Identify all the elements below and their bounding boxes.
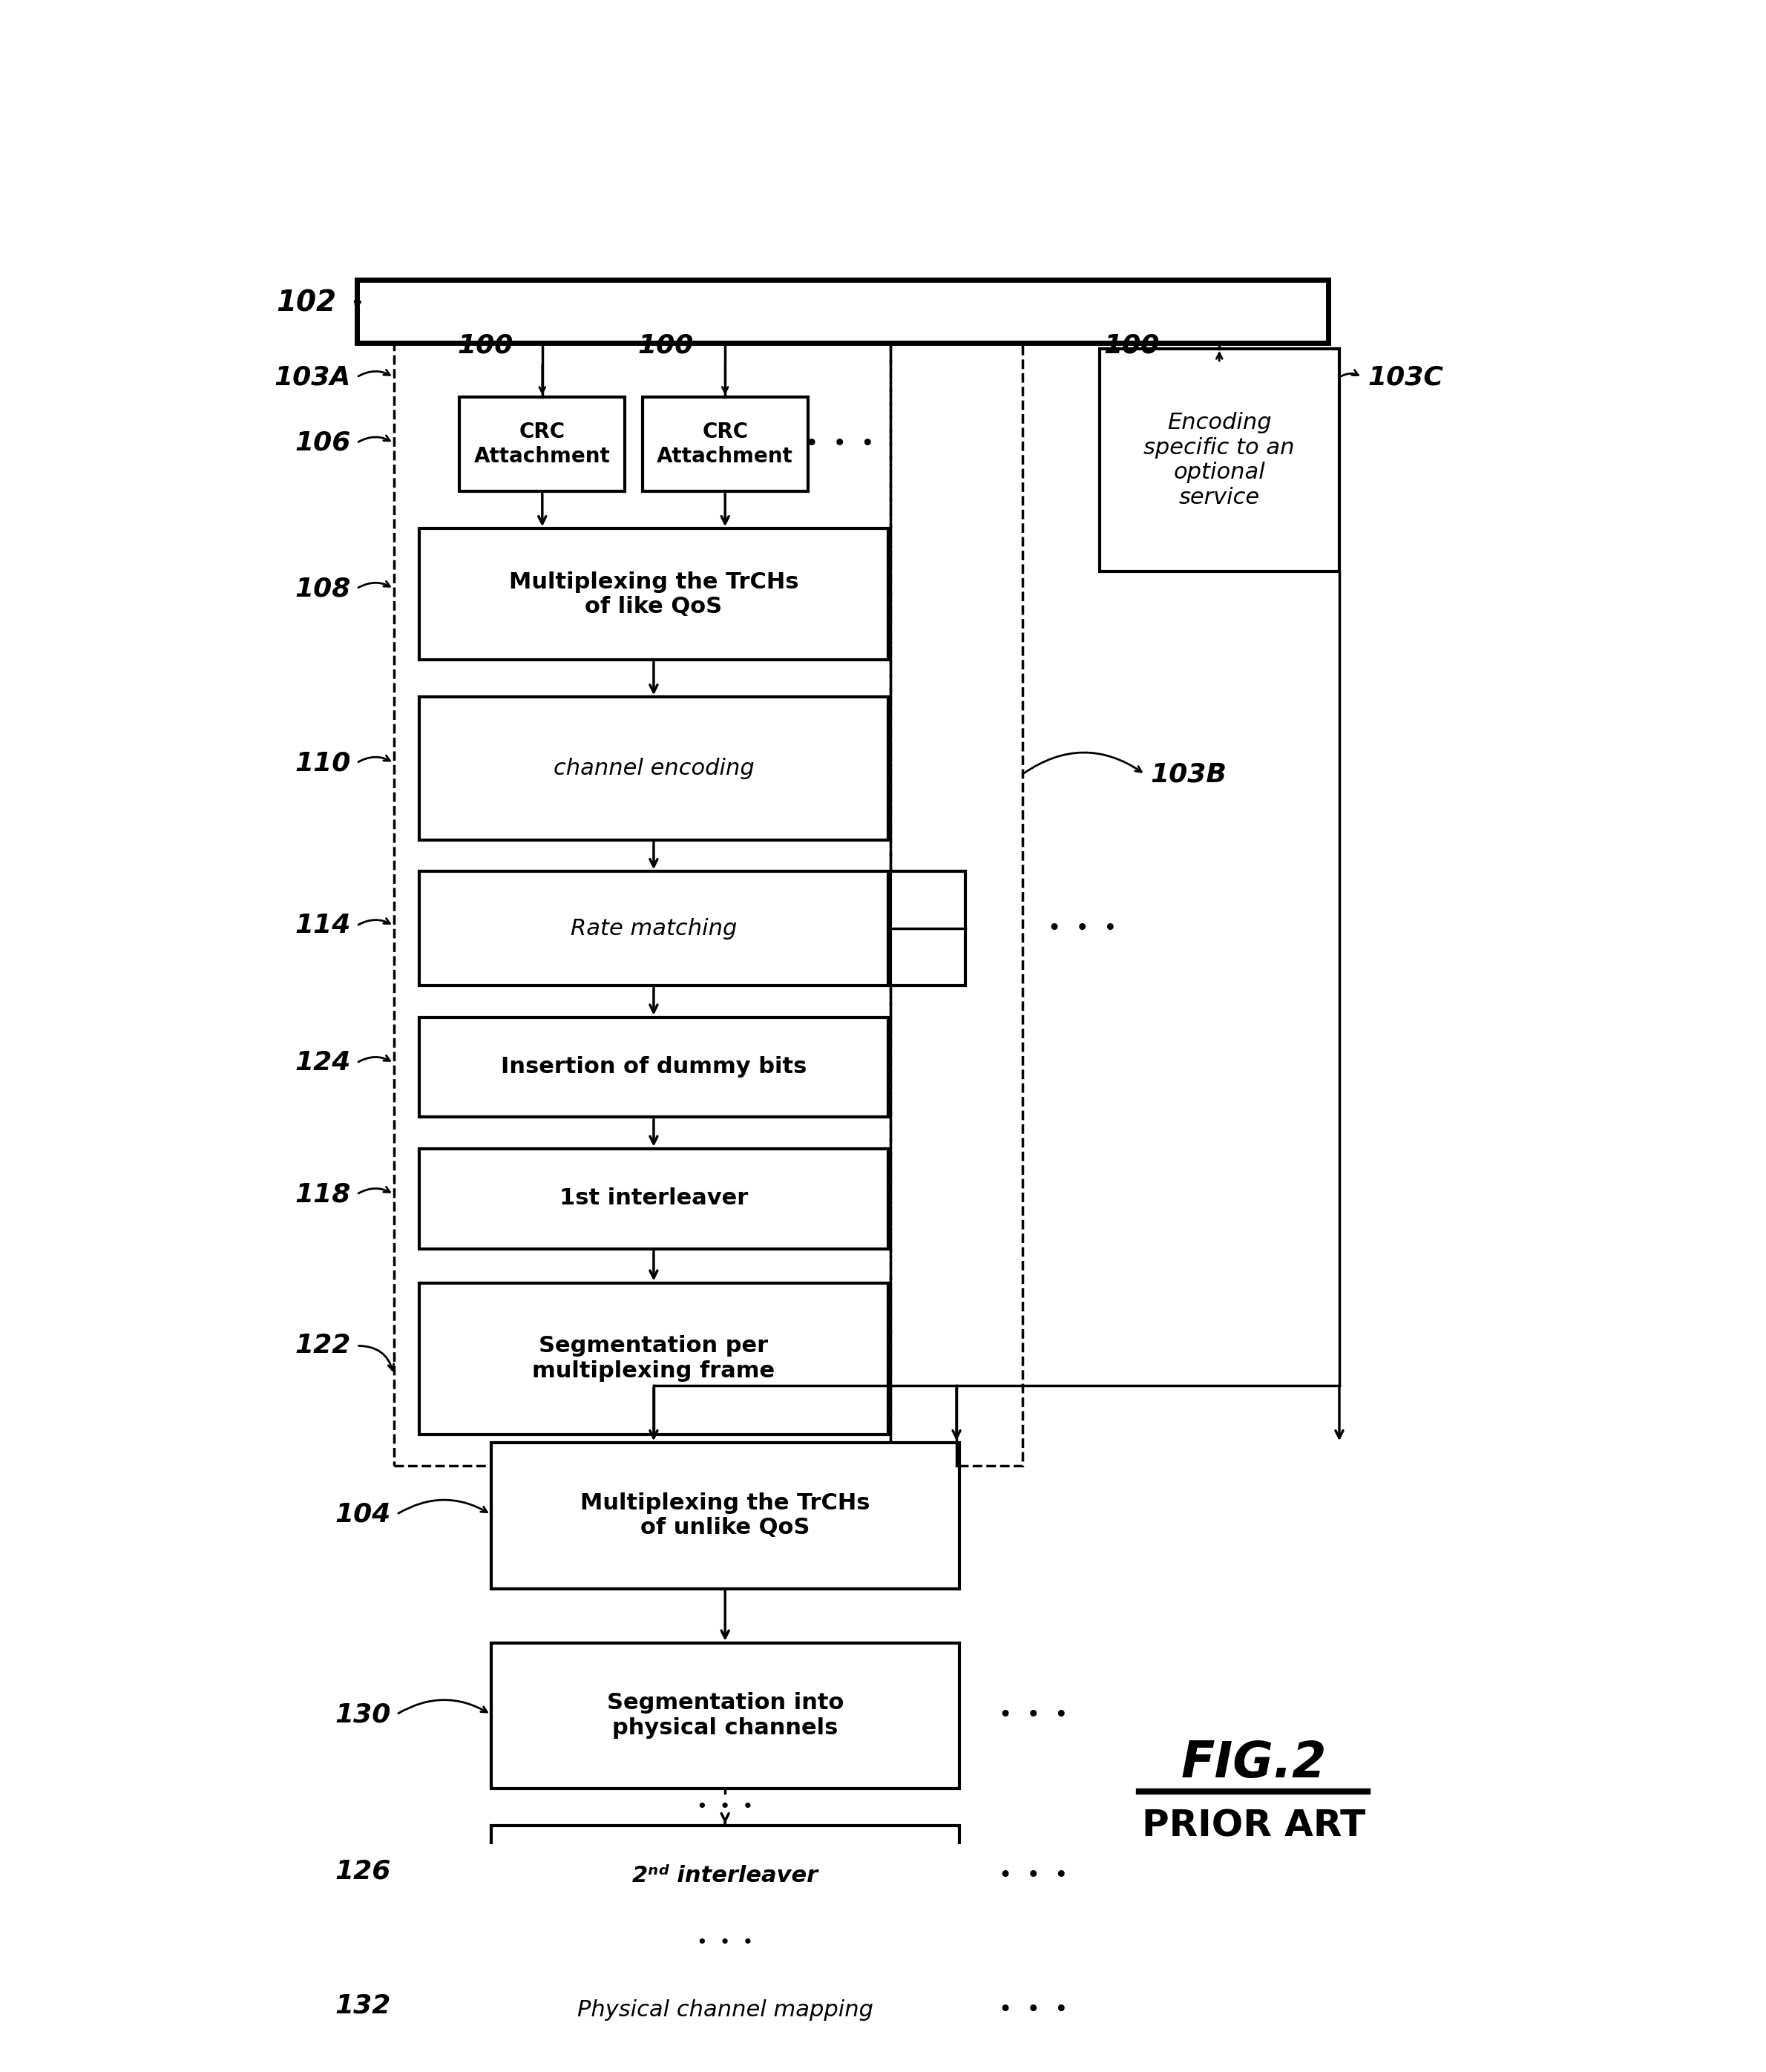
Text: •  •  •: • • • [1047, 918, 1116, 939]
Bar [420, 1017, 888, 1117]
Text: Physical channel mapping: Physical channel mapping [577, 1999, 872, 2020]
Text: CRC
Attachment: CRC Attachment [473, 423, 611, 466]
Bar [420, 528, 888, 661]
Text: 1st interleaver: 1st interleaver [560, 1187, 749, 1210]
Text: Encoding
specific to an
optional
service: Encoding specific to an optional service [1144, 412, 1294, 508]
Text: 126: 126 [336, 1859, 390, 1883]
Bar [420, 1283, 888, 1434]
Text: 110: 110 [295, 750, 351, 775]
Text: •  •  •: • • • [698, 1933, 754, 1952]
Bar [491, 1442, 959, 1589]
Text: •  •  •: • • • [1000, 1705, 1068, 1726]
Text: 2ⁿᵈ interleaver: 2ⁿᵈ interleaver [632, 1865, 818, 1886]
Text: 103C: 103C [1369, 365, 1443, 390]
Text: Segmentation per
multiplexing frame: Segmentation per multiplexing frame [532, 1334, 775, 1382]
Text: 100: 100 [457, 334, 514, 358]
Text: channel encoding: channel encoding [553, 758, 754, 779]
Bar [491, 1643, 959, 1788]
Text: PRIOR ART: PRIOR ART [1143, 1809, 1365, 1844]
Text: Multiplexing the TrCHs
of like QoS: Multiplexing the TrCHs of like QoS [509, 572, 798, 617]
Bar [420, 696, 888, 839]
Text: CRC
Attachment: CRC Attachment [657, 423, 793, 466]
Text: •  •  •: • • • [805, 433, 874, 456]
Bar [459, 398, 625, 491]
Text: 122: 122 [295, 1332, 351, 1359]
Text: Insertion of dummy bits: Insertion of dummy bits [502, 1057, 807, 1077]
Text: FIG.2: FIG.2 [1181, 1738, 1326, 1788]
Text: •  •  •: • • • [698, 1798, 754, 1815]
Text: 124: 124 [295, 1051, 351, 1075]
Text: •  •  •: • • • [1000, 1865, 1068, 1886]
Text: 132: 132 [336, 1993, 390, 2018]
Text: 108: 108 [295, 576, 351, 601]
Text: 100: 100 [1104, 334, 1158, 358]
Text: 102: 102 [277, 288, 337, 317]
Text: 104: 104 [336, 1502, 390, 1527]
Text: 100: 100 [638, 334, 694, 358]
Text: 103B: 103B [1151, 762, 1227, 787]
Text: 106: 106 [295, 431, 351, 456]
Bar [394, 334, 890, 1465]
Bar [491, 1825, 959, 1925]
Bar [357, 280, 1328, 344]
Text: Rate matching: Rate matching [570, 918, 736, 939]
Text: Segmentation into
physical channels: Segmentation into physical channels [606, 1693, 844, 1738]
Text: 130: 130 [336, 1701, 390, 1726]
Text: 118: 118 [295, 1181, 351, 1208]
Text: •  •  •: • • • [1000, 1999, 1068, 2020]
Bar [890, 872, 964, 986]
Bar [420, 1148, 888, 1249]
Bar [1098, 348, 1339, 572]
Bar [890, 334, 1023, 1465]
Bar [491, 1960, 959, 2060]
Text: Multiplexing the TrCHs
of unlike QoS: Multiplexing the TrCHs of unlike QoS [581, 1492, 871, 1539]
Bar [420, 872, 888, 986]
Text: 114: 114 [295, 914, 351, 939]
Text: 103A: 103A [274, 365, 351, 390]
Bar [643, 398, 807, 491]
